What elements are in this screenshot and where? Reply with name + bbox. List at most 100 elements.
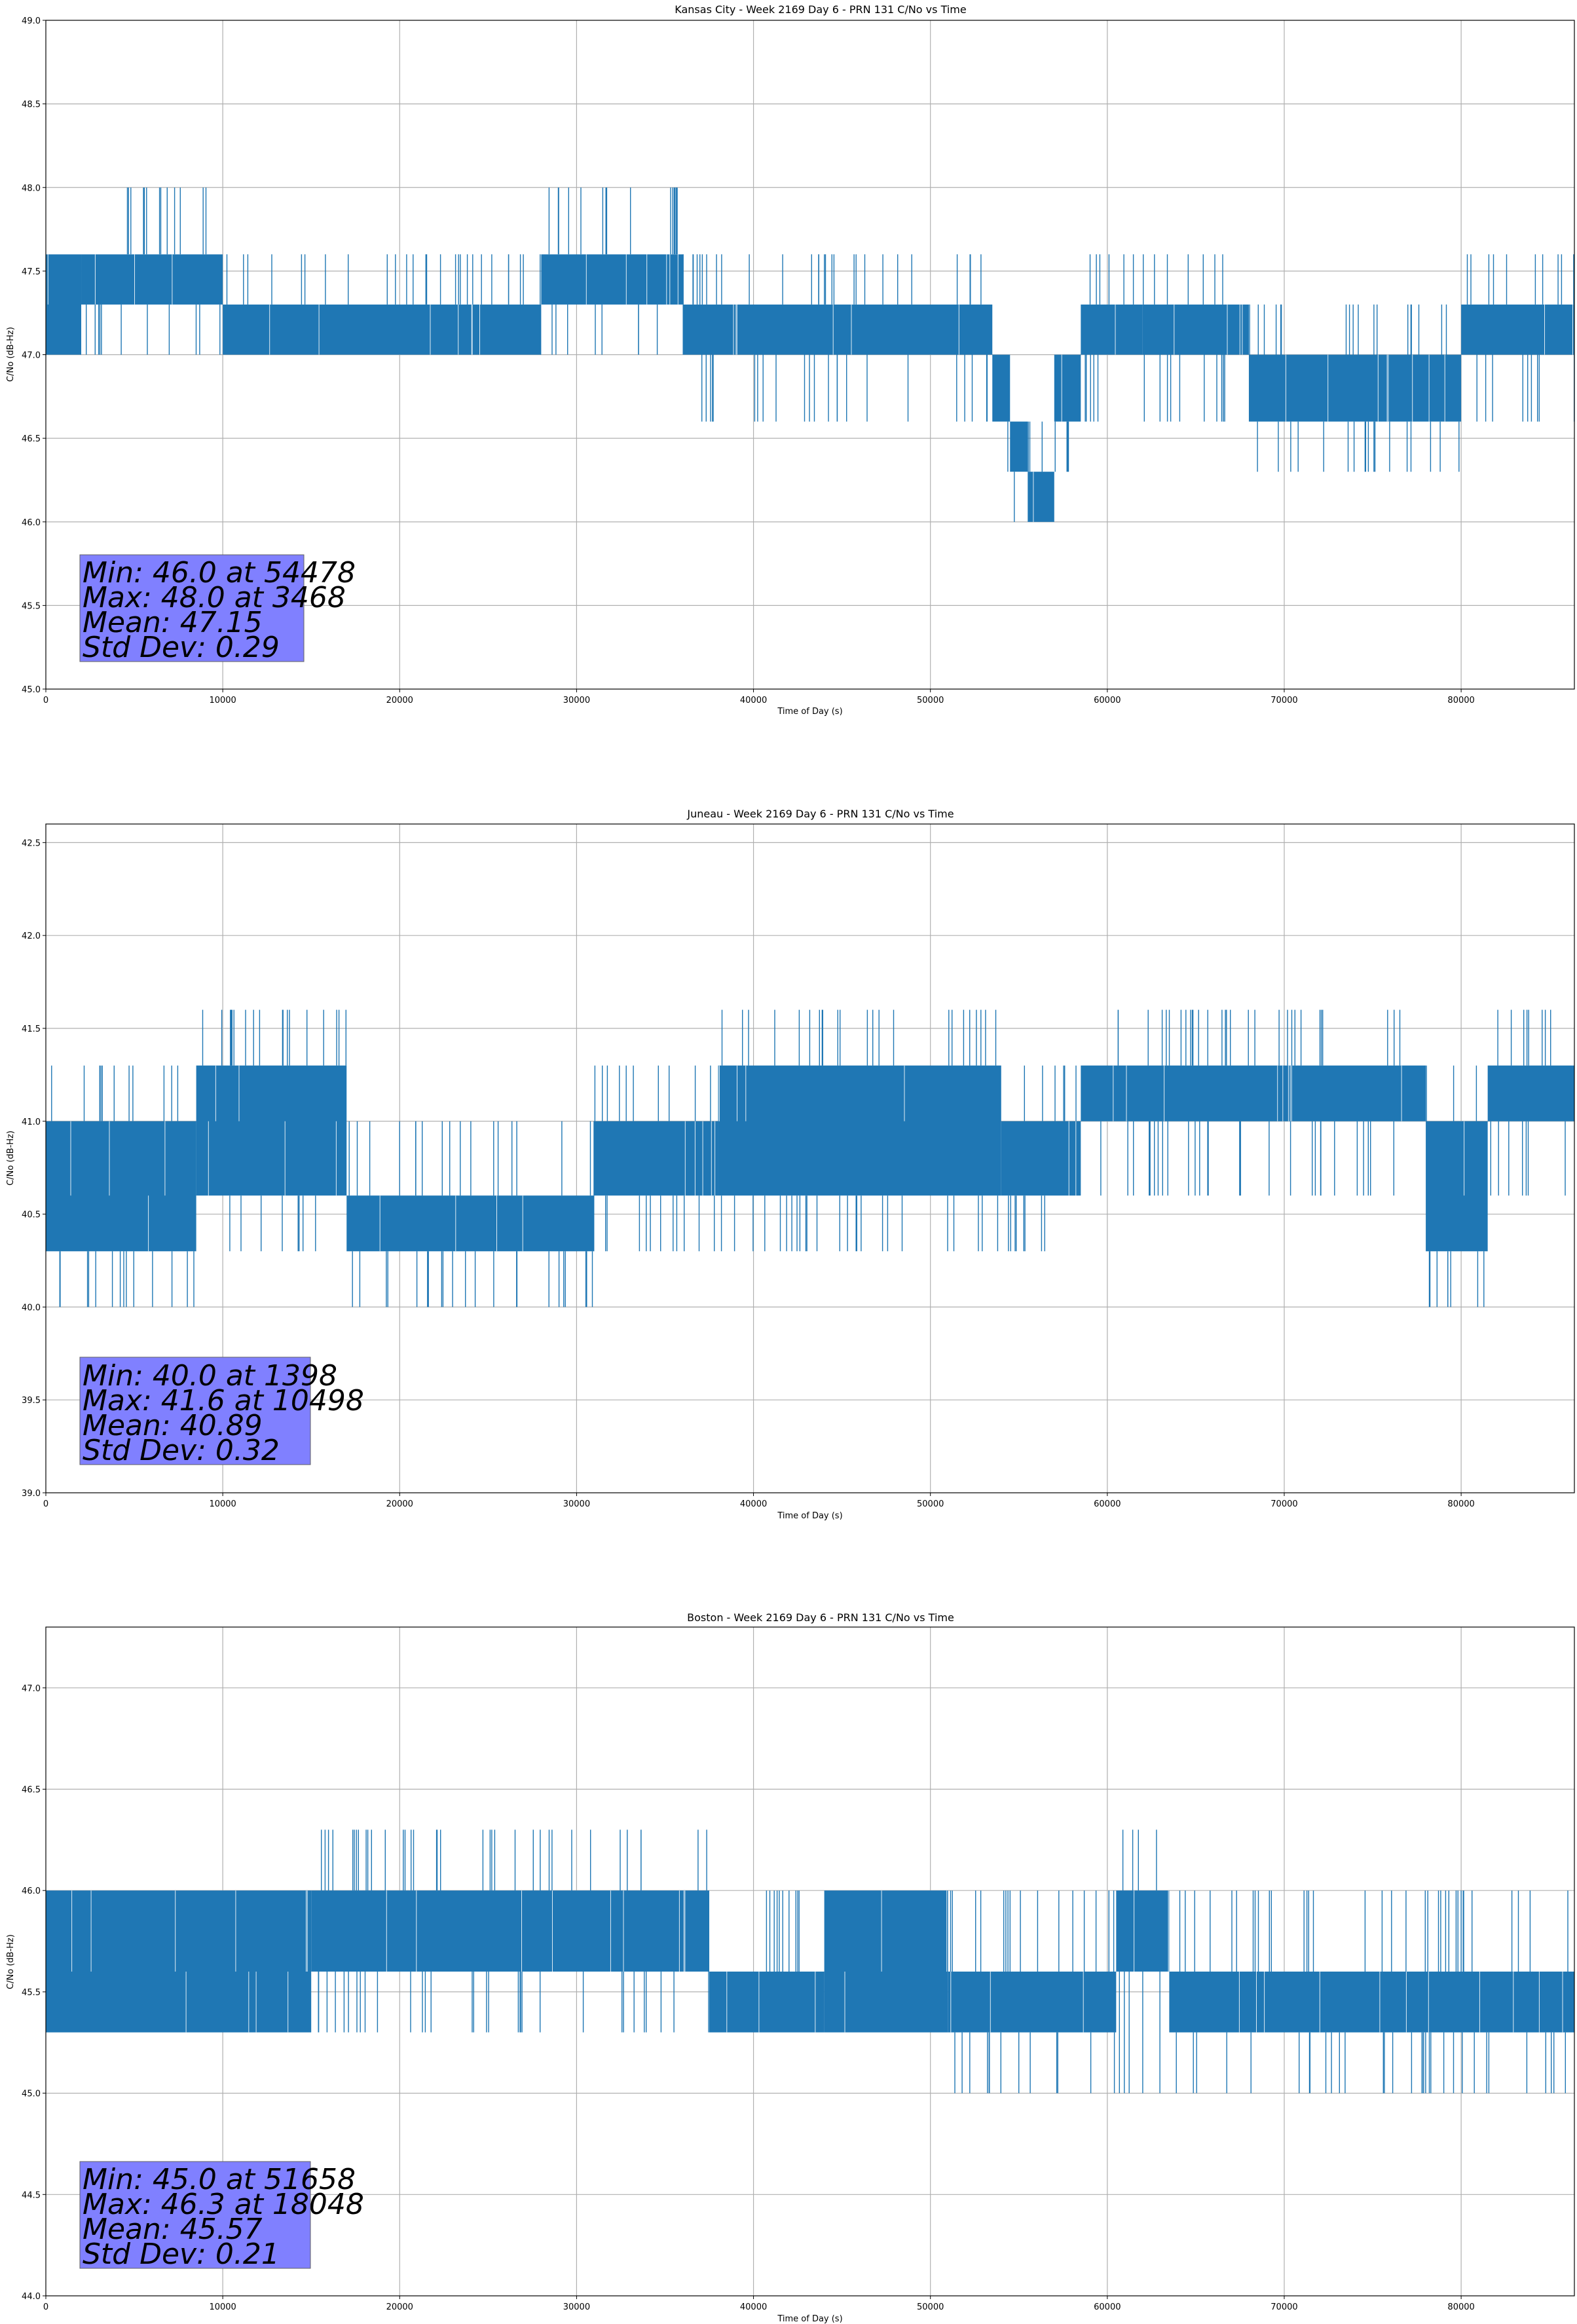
data-spikes <box>1085 254 1134 422</box>
data-segment <box>1081 254 1143 422</box>
data-spikes <box>86 187 221 355</box>
data-segment <box>948 1890 1117 2093</box>
y-tick-label: 47.0 <box>22 351 41 361</box>
data-band <box>1248 354 1462 422</box>
x-tick-label: 80000 <box>1447 696 1474 705</box>
data-segment <box>1142 254 1249 422</box>
data-spikes <box>594 1065 715 1252</box>
data-texture <box>684 1121 716 1196</box>
data-texture <box>1113 1065 1402 1121</box>
stat-min: Min: 40.0 at 1398 <box>83 1359 337 1393</box>
x-tick-label: 40000 <box>740 696 767 705</box>
data-spikes <box>1028 421 1043 472</box>
x-tick-label: 10000 <box>209 696 236 705</box>
y-tick-label: 41.0 <box>22 1117 41 1127</box>
data-segment <box>46 1065 196 1307</box>
data-texture <box>94 254 173 305</box>
x-tick-label: 30000 <box>563 696 590 705</box>
data-spikes <box>226 254 541 305</box>
y-tick-label: 47.5 <box>22 267 41 277</box>
data-spikes <box>766 1890 800 1972</box>
data-segment <box>81 187 223 355</box>
data-segment <box>1169 1890 1574 2093</box>
y-axis-label: C/No (dB-Hz) <box>6 1131 16 1186</box>
data-band <box>1461 304 1574 355</box>
x-tick-label: 60000 <box>1094 2302 1121 2312</box>
y-tick-label: 44.5 <box>22 2190 41 2200</box>
x-tick-label: 0 <box>43 2302 48 2312</box>
data-segment <box>718 1009 1001 1252</box>
data-spikes <box>202 1009 346 1252</box>
y-tick-labels: 45.0 45.5 46.0 46.5 47.0 47.5 48.0 48.5 49.0 <box>22 16 46 695</box>
data-segment <box>1054 354 1081 472</box>
panel-juneau: Juneau - Week 2169 Day 6 - PRN 131 C/No … <box>6 808 1575 1521</box>
data-band <box>1169 1971 1574 2033</box>
data-band <box>1487 1065 1574 1121</box>
y-tick-label: 44.0 <box>22 2292 41 2302</box>
y-axis-label: C/No (dB-Hz) <box>6 327 16 382</box>
panel-boston: Boston - Week 2169 Day 6 - PRN 131 C/No … <box>6 1611 1575 2324</box>
data-texture <box>71 1890 308 2033</box>
x-tick-label: 50000 <box>917 1499 944 1509</box>
x-tick-label: 60000 <box>1094 1499 1121 1509</box>
data-band <box>718 1065 1001 1196</box>
data-band <box>824 1890 948 2033</box>
data-segment <box>311 1829 710 2033</box>
data-band <box>1081 304 1143 355</box>
stat-std-dev: Std Dev: 0.29 <box>83 631 280 664</box>
stat-min: Min: 46.0 at 54478 <box>83 556 356 590</box>
data-segment <box>1010 421 1028 522</box>
data-spikes <box>51 1065 195 1307</box>
stat-mean: Mean: 40.89 <box>83 1409 263 1442</box>
data-segment <box>1028 421 1054 522</box>
x-tick-labels: 0 10000 20000 30000 40000 50000 60000 70000 8000… <box>43 1493 1475 1509</box>
x-tick-label: 60000 <box>1094 696 1121 705</box>
data-texture <box>1068 1121 1077 1196</box>
data-spikes <box>1054 421 1069 472</box>
x-tick-label: 50000 <box>917 696 944 705</box>
x-tick-labels: 0 10000 20000 30000 40000 50000 60000 70000 8000… <box>43 689 1475 705</box>
y-tick-label: 45.5 <box>22 601 41 611</box>
data-segment <box>824 1890 948 2033</box>
data-segment <box>992 354 1011 472</box>
y-tick-label: 41.5 <box>22 1024 41 1034</box>
data-texture <box>718 1065 905 1121</box>
data-texture <box>1134 1890 1169 1972</box>
y-tick-label: 47.0 <box>22 1684 41 1694</box>
data-band <box>1010 421 1028 472</box>
x-axis-label: Time of Day (s) <box>777 2314 842 2324</box>
stats-box-background <box>79 2161 311 2269</box>
x-tick-label: 20000 <box>386 696 413 705</box>
x-tick-label: 70000 <box>1271 1499 1297 1509</box>
y-tick-label: 45.5 <box>22 1988 41 1998</box>
x-tick-label: 50000 <box>917 2302 944 2312</box>
data-band <box>46 254 82 355</box>
y-tick-label: 42.5 <box>22 838 41 848</box>
data-spikes <box>950 1890 1115 2093</box>
data-band <box>992 354 1011 422</box>
x-tick-label: 20000 <box>386 1499 413 1509</box>
data-series <box>46 187 1575 522</box>
x-tick-label: 40000 <box>740 2302 767 2312</box>
data-spikes <box>548 187 678 355</box>
data-texture <box>1285 354 1445 422</box>
data-band <box>46 1121 196 1252</box>
data-band <box>311 1890 710 1972</box>
x-tick-label: 10000 <box>209 2302 236 2312</box>
x-tick-label: 80000 <box>1447 1499 1474 1509</box>
data-segment <box>46 1890 312 2033</box>
data-spikes <box>1119 1829 1160 2093</box>
data-texture <box>733 304 959 355</box>
data-texture <box>386 1890 686 1972</box>
stat-max: Max: 41.6 at 10498 <box>83 1384 364 1417</box>
data-band <box>594 1121 718 1196</box>
stat-mean: Mean: 45.57 <box>83 2213 263 2246</box>
data-texture <box>70 1121 166 1252</box>
data-texture <box>585 254 678 305</box>
y-tick-label: 48.5 <box>22 100 41 110</box>
data-spikes <box>1100 1009 1401 1196</box>
data-band <box>46 1890 312 2033</box>
data-segment <box>1001 1065 1081 1252</box>
y-tick-labels: 39.0 39.5 40.0 40.5 41.0 41.5 42.0 42.5 <box>22 838 46 1499</box>
